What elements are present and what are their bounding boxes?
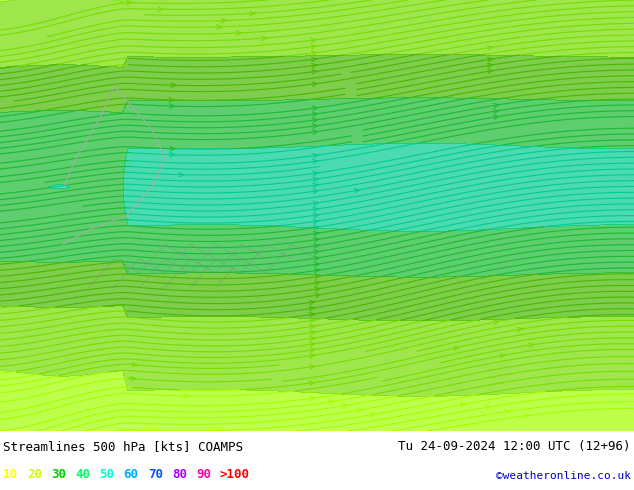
FancyArrowPatch shape xyxy=(132,363,138,367)
FancyArrowPatch shape xyxy=(313,159,318,164)
FancyArrowPatch shape xyxy=(170,147,176,151)
FancyArrowPatch shape xyxy=(309,318,316,323)
FancyArrowPatch shape xyxy=(314,262,320,267)
FancyArrowPatch shape xyxy=(485,405,491,410)
FancyArrowPatch shape xyxy=(313,225,320,230)
FancyArrowPatch shape xyxy=(354,189,360,193)
FancyArrowPatch shape xyxy=(529,343,535,347)
FancyArrowPatch shape xyxy=(184,394,190,398)
Text: 60: 60 xyxy=(124,468,139,481)
FancyArrowPatch shape xyxy=(313,177,319,182)
FancyArrowPatch shape xyxy=(524,414,529,418)
FancyArrowPatch shape xyxy=(314,275,320,279)
Text: 90: 90 xyxy=(196,468,211,481)
FancyArrowPatch shape xyxy=(313,112,318,117)
FancyArrowPatch shape xyxy=(460,403,466,407)
FancyArrowPatch shape xyxy=(127,0,133,5)
FancyArrowPatch shape xyxy=(169,104,175,108)
FancyArrowPatch shape xyxy=(313,213,319,218)
FancyArrowPatch shape xyxy=(310,337,316,341)
FancyArrowPatch shape xyxy=(313,106,318,111)
FancyArrowPatch shape xyxy=(493,115,500,120)
FancyArrowPatch shape xyxy=(500,354,505,358)
FancyArrowPatch shape xyxy=(313,153,318,158)
FancyArrowPatch shape xyxy=(169,98,175,102)
FancyArrowPatch shape xyxy=(313,201,319,206)
FancyArrowPatch shape xyxy=(313,183,319,188)
Text: Tu 24-09-2024 12:00 UTC (12+96): Tu 24-09-2024 12:00 UTC (12+96) xyxy=(398,440,631,453)
FancyArrowPatch shape xyxy=(314,256,320,261)
FancyArrowPatch shape xyxy=(312,64,318,68)
FancyArrowPatch shape xyxy=(314,269,320,273)
FancyArrowPatch shape xyxy=(309,300,315,305)
FancyArrowPatch shape xyxy=(488,57,493,62)
FancyArrowPatch shape xyxy=(131,376,136,381)
FancyArrowPatch shape xyxy=(505,410,510,414)
FancyArrowPatch shape xyxy=(328,400,334,404)
FancyArrowPatch shape xyxy=(315,293,321,297)
Text: 10: 10 xyxy=(3,468,18,481)
FancyArrowPatch shape xyxy=(310,342,316,346)
FancyArrowPatch shape xyxy=(310,354,316,358)
FancyArrowPatch shape xyxy=(314,250,320,254)
FancyArrowPatch shape xyxy=(314,238,320,242)
FancyArrowPatch shape xyxy=(312,82,318,86)
FancyArrowPatch shape xyxy=(179,172,184,177)
FancyArrowPatch shape xyxy=(310,348,316,352)
Text: Streamlines 500 hPa [kts] COAMPS: Streamlines 500 hPa [kts] COAMPS xyxy=(3,440,243,453)
Text: ©weatheronline.co.uk: ©weatheronline.co.uk xyxy=(496,471,631,481)
Text: 30: 30 xyxy=(51,468,67,481)
FancyArrowPatch shape xyxy=(309,381,315,386)
FancyArrowPatch shape xyxy=(488,46,493,50)
FancyArrowPatch shape xyxy=(250,11,256,16)
FancyArrowPatch shape xyxy=(313,118,318,122)
FancyArrowPatch shape xyxy=(493,109,500,114)
Text: 40: 40 xyxy=(75,468,91,481)
FancyArrowPatch shape xyxy=(370,413,376,417)
FancyArrowPatch shape xyxy=(312,70,318,74)
FancyArrowPatch shape xyxy=(314,232,320,236)
FancyArrowPatch shape xyxy=(315,287,321,292)
FancyArrowPatch shape xyxy=(217,24,222,29)
FancyArrowPatch shape xyxy=(309,396,315,401)
FancyArrowPatch shape xyxy=(313,130,318,134)
FancyArrowPatch shape xyxy=(313,220,319,224)
FancyArrowPatch shape xyxy=(356,408,362,413)
FancyArrowPatch shape xyxy=(170,152,176,157)
Text: >100: >100 xyxy=(220,468,250,481)
FancyArrowPatch shape xyxy=(311,38,317,43)
FancyArrowPatch shape xyxy=(313,207,319,212)
FancyArrowPatch shape xyxy=(309,306,315,311)
FancyArrowPatch shape xyxy=(314,281,321,285)
Text: 20: 20 xyxy=(27,468,42,481)
Text: 50: 50 xyxy=(100,468,115,481)
FancyArrowPatch shape xyxy=(309,365,315,369)
FancyArrowPatch shape xyxy=(221,19,227,23)
FancyArrowPatch shape xyxy=(493,103,500,108)
FancyArrowPatch shape xyxy=(311,51,317,55)
FancyArrowPatch shape xyxy=(310,331,316,335)
FancyArrowPatch shape xyxy=(453,346,459,350)
FancyArrowPatch shape xyxy=(313,124,318,128)
FancyArrowPatch shape xyxy=(488,69,493,74)
FancyArrowPatch shape xyxy=(311,45,317,49)
FancyArrowPatch shape xyxy=(314,244,320,248)
FancyArrowPatch shape xyxy=(309,313,315,317)
FancyArrowPatch shape xyxy=(158,7,164,11)
Text: 70: 70 xyxy=(148,468,163,481)
FancyArrowPatch shape xyxy=(313,172,318,176)
FancyArrowPatch shape xyxy=(488,63,493,68)
FancyArrowPatch shape xyxy=(311,57,317,62)
FancyArrowPatch shape xyxy=(313,189,319,194)
FancyArrowPatch shape xyxy=(236,31,242,35)
FancyArrowPatch shape xyxy=(310,324,316,329)
FancyArrowPatch shape xyxy=(262,36,268,41)
FancyArrowPatch shape xyxy=(494,320,500,324)
FancyArrowPatch shape xyxy=(171,83,177,87)
FancyArrowPatch shape xyxy=(517,327,523,332)
Text: 80: 80 xyxy=(172,468,187,481)
FancyArrowPatch shape xyxy=(342,404,348,408)
